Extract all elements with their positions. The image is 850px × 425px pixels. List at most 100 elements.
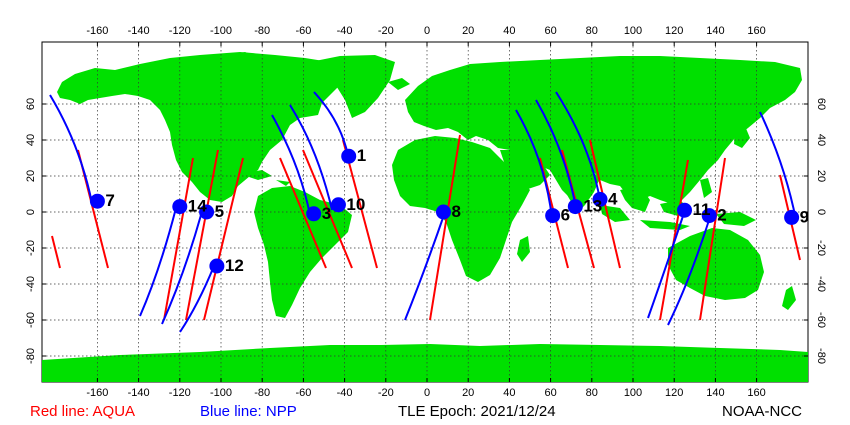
lon-tick-top: 140	[706, 25, 724, 37]
satellite-marker	[341, 148, 357, 164]
satellite-label: 14	[188, 197, 207, 216]
lon-tick-bottom: -120	[169, 387, 191, 399]
satellite-label: 6	[561, 206, 570, 225]
lon-tick-bottom: 120	[665, 387, 683, 399]
lat-tick-right: -80	[815, 348, 827, 364]
new-guinea	[716, 212, 756, 226]
satellite-label: 3	[322, 204, 331, 223]
greenland	[310, 55, 395, 118]
npp-track	[289, 104, 333, 211]
satellite-label: 7	[105, 191, 114, 210]
north-america	[57, 52, 345, 202]
tle-epoch: TLE Epoch: 2021/12/24	[398, 403, 556, 420]
antarctica	[42, 344, 808, 382]
aqua-track	[185, 149, 219, 321]
lon-tick-bottom: 40	[503, 387, 515, 399]
npp-track	[535, 99, 577, 209]
eurasia	[405, 56, 802, 204]
lon-tick-bottom: 140	[706, 387, 724, 399]
npp-track	[161, 214, 202, 325]
satellite-marker	[89, 193, 105, 209]
satellite-label: 2	[717, 206, 726, 225]
axis-ticks: -160 -160 -140 -140 -120 -120 -100 -100 -80 -80 -6…	[25, 25, 827, 399]
satellite-label: 1	[357, 146, 366, 165]
lon-tick-bottom: 100	[624, 387, 642, 399]
arctic-islands	[222, 52, 302, 76]
satellite-label: 13	[583, 197, 602, 216]
lon-tick-bottom: -80	[254, 387, 270, 399]
philippines	[700, 178, 712, 198]
ground-tracks	[49, 91, 801, 333]
aqua-track	[302, 149, 353, 269]
satellite-marker	[567, 199, 583, 215]
satellite-marker	[677, 202, 692, 218]
lon-tick-bottom: -160	[86, 387, 108, 399]
satellite-marker	[306, 206, 322, 222]
aqua-track	[203, 157, 244, 321]
legend-aqua: Red line: AQUA	[30, 403, 136, 420]
japan	[734, 126, 750, 148]
lon-tick-top: -160	[86, 25, 108, 37]
lon-tick-top: -60	[295, 25, 311, 37]
lat-tick-right: -20	[815, 240, 827, 256]
lon-tick-bottom: 0	[424, 387, 430, 399]
lon-tick-top: 60	[544, 25, 556, 37]
lon-tick-top: 120	[665, 25, 683, 37]
caribbean	[240, 170, 290, 186]
lat-tick-left: -60	[25, 312, 37, 328]
npp-track	[49, 94, 93, 204]
aqua-track	[279, 157, 327, 269]
lat-tick-right: 0	[815, 209, 827, 215]
satellite-label: 8	[451, 202, 460, 221]
lat-tick-right: -60	[815, 312, 827, 328]
npp-track	[139, 207, 177, 317]
lat-tick-left: 60	[25, 98, 37, 110]
satellite-marker	[435, 204, 451, 220]
satellite-marker	[784, 209, 800, 225]
satellite-marker	[199, 204, 215, 220]
satellite-marker	[701, 208, 717, 224]
lat-tick-right: 60	[815, 98, 827, 110]
lon-tick-bottom: -100	[210, 387, 232, 399]
lon-tick-top: -40	[337, 25, 353, 37]
madagascar	[517, 236, 530, 262]
npp-track	[271, 114, 311, 216]
satellite-marker	[172, 199, 188, 215]
npp-track	[515, 109, 553, 219]
southeast-asia	[600, 186, 690, 230]
lon-tick-top: 160	[747, 25, 765, 37]
iceland	[388, 78, 410, 90]
lat-tick-right: 40	[815, 134, 827, 146]
australia	[668, 228, 764, 300]
satellite-label: 4	[608, 189, 618, 208]
africa	[392, 136, 530, 282]
land-masses	[42, 52, 808, 382]
lon-tick-top: -120	[169, 25, 191, 37]
satellite-label: 5	[215, 202, 224, 221]
aqua-track	[699, 157, 726, 321]
npp-track	[555, 91, 601, 201]
satellite-marker	[592, 191, 608, 207]
lon-tick-top: -140	[128, 25, 150, 37]
satellite-label: 11	[693, 200, 711, 219]
lon-tick-bottom: -40	[337, 387, 353, 399]
graticule	[42, 42, 808, 382]
lon-tick-top: 100	[624, 25, 642, 37]
npp-track	[313, 91, 349, 156]
lon-tick-top: -100	[210, 25, 232, 37]
lon-tick-top: -20	[378, 25, 394, 37]
npp-track	[179, 265, 215, 333]
npp-track	[647, 209, 686, 319]
lat-tick-left: 40	[25, 134, 37, 146]
lat-tick-left: -80	[25, 348, 37, 364]
arabia	[500, 150, 550, 190]
credit: NOAA-NCC	[722, 403, 803, 420]
lon-tick-top: 0	[424, 25, 430, 37]
south-america	[254, 186, 352, 318]
lon-tick-bottom: 160	[747, 387, 765, 399]
lat-tick-left: -40	[25, 276, 37, 292]
npp-track	[404, 211, 446, 321]
satellite-label: 9	[800, 207, 809, 226]
